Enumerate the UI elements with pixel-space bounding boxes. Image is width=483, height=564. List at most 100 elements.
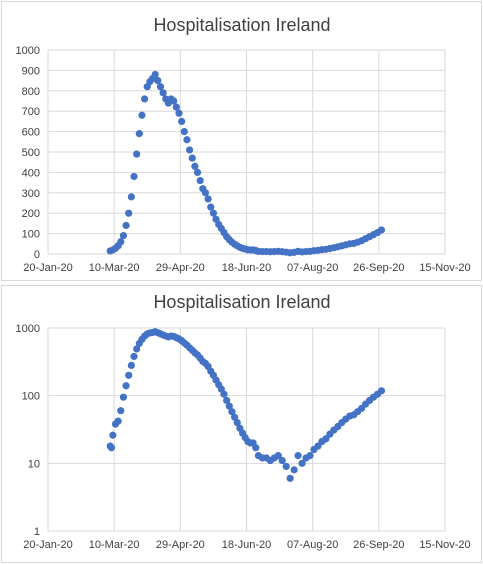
chart-panel-log: Hospitalisation Ireland 1 10 100 1000 20-Ja… [1,285,482,563]
x-axis-ticks: 20-Jan-20 10-Mar-20 29-Apr-20 18-Jun-20 07-A… [23,539,470,551]
data-point [151,70,159,79]
y-tick-label: 700 [22,106,40,118]
data-point [201,189,210,197]
data-point [223,396,231,405]
x-tick-label: 26-Sep-20 [353,539,404,551]
data-point [135,130,143,138]
data-point [125,209,133,217]
data-point [183,136,191,144]
chart-title: Hospitalisation Ireland [153,292,330,312]
data-point [225,402,233,410]
x-tick-label: 10-Mar-20 [89,262,140,274]
data-point [138,111,146,119]
data-point [122,221,130,230]
data-point [290,466,298,474]
data-point [175,109,183,117]
y-tick-label: 1000 [16,323,40,335]
x-tick-label: 15-Nov-20 [419,539,470,551]
x-tick-label: 10-Mar-20 [89,539,140,551]
x-axis-ticks: 20-Jan-20 10-Mar-20 29-Apr-20 18-Jun-20 07-A… [23,262,470,274]
chart-linear: Hospitalisation Ireland 0 100 200 300 400 500… [16,15,471,274]
data-point [119,232,128,240]
data-series [106,328,386,482]
data-point [180,128,188,136]
y-tick-label: 800 [22,86,40,98]
chart-log: Hospitalisation Ireland 1 10 100 1000 20-Ja… [16,292,471,551]
y-tick-label: 100 [22,391,40,403]
y-axis-ticks: 0 100 200 300 400 500 600 700 800 900 1000 [16,45,40,261]
data-point [252,444,260,452]
x-tick-label: 29-Apr-20 [156,539,205,551]
data-point [220,390,228,398]
x-tick-label: 07-Aug-20 [287,262,338,274]
y-axis-ticks: 1 10 100 1000 [16,323,40,538]
data-point [154,77,162,85]
data-point [306,452,314,460]
data-point [127,361,135,370]
y-tick-label: 200 [22,208,40,220]
data-point [188,154,196,162]
data-point [130,172,138,181]
data-point [278,456,286,465]
data-point [191,162,199,170]
x-tick-label: 18-Jun-20 [222,539,272,551]
data-point [209,209,218,217]
x-tick-label: 29-Apr-20 [156,262,205,274]
data-point [294,452,302,460]
data-point [377,387,386,395]
y-tick-label: 400 [22,167,40,179]
data-point [117,238,125,246]
y-tick-label: 1 [34,526,40,538]
data-point [141,95,149,103]
data-point [117,407,125,415]
data-point [204,195,212,203]
data-point [133,150,141,158]
x-tick-label: 20-Jan-20 [23,262,73,274]
data-point [274,452,282,460]
data-point [130,352,138,361]
data-point [122,382,130,390]
data-point [193,168,202,176]
data-point [322,435,330,443]
grid [47,49,446,255]
data-point [298,459,306,467]
data-point [377,226,386,234]
chart-title: Hospitalisation Ireland [153,15,330,35]
x-tick-label: 26-Sep-20 [353,262,404,274]
data-point [109,431,117,439]
data-point [133,345,141,353]
x-tick-label: 18-Jun-20 [222,262,272,274]
data-point [233,418,241,427]
data-point [119,393,128,401]
data-point [282,462,290,471]
y-tick-label: 1000 [16,45,40,57]
x-tick-label: 20-Jan-20 [23,539,73,551]
y-tick-label: 600 [22,127,40,139]
data-point [185,146,194,154]
data-point [170,97,178,105]
y-tick-label: 10 [28,458,40,470]
data-point [178,117,186,125]
plot-area [47,327,446,532]
data-point [230,413,239,421]
data-point [159,89,167,97]
data-series [106,70,386,257]
y-tick-label: 0 [34,249,40,261]
data-point [228,408,236,416]
plot-area [47,49,446,255]
data-point [114,417,122,425]
data-point [127,193,135,201]
chart-panel-linear: Hospitalisation Ireland 0 100 200 300 400 500… [1,1,482,281]
data-point [156,83,165,91]
data-point [207,203,215,211]
y-tick-label: 300 [22,188,40,200]
y-tick-label: 100 [22,229,40,241]
y-tick-label: 500 [22,147,40,159]
x-tick-label: 15-Nov-20 [419,262,470,274]
data-point [286,474,294,482]
x-tick-label: 07-Aug-20 [287,539,338,551]
data-point [172,103,180,111]
data-point [125,371,133,379]
y-tick-label: 900 [22,65,40,77]
data-point [107,444,116,452]
